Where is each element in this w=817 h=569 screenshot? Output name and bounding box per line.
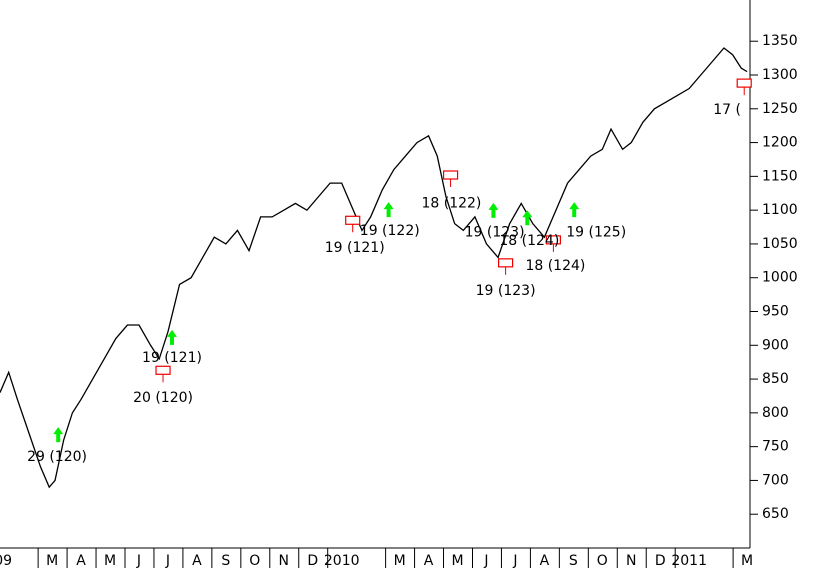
y-tick-label: 950 — [762, 304, 789, 320]
y-tick-label: 1050 — [762, 236, 798, 252]
x-tick-label: D — [307, 553, 318, 569]
y-tick-label: 800 — [762, 405, 789, 421]
x-tick-label: D — [655, 553, 666, 569]
annotation: 19 (123) — [476, 283, 536, 299]
annotation: 17 ( — [713, 102, 741, 118]
sell-signal — [442, 170, 459, 180]
x-tick-label: 2010 — [324, 553, 360, 569]
buy-signal — [167, 329, 178, 345]
annotation: 19 (123) — [465, 224, 525, 240]
x-tick-label: A — [424, 553, 434, 569]
x-tick-label: 2009 — [0, 553, 12, 569]
x-tick-label: N — [279, 553, 289, 569]
sell-signal — [545, 235, 561, 245]
annotation: 19 (122) — [360, 223, 420, 239]
x-tick-label: M — [394, 553, 406, 569]
x-tick-label: S — [569, 553, 578, 569]
x-tick-label: A — [540, 553, 550, 569]
y-tick-label: 700 — [762, 472, 789, 488]
x-tick-label: M — [741, 553, 753, 569]
y-tick-label: 900 — [762, 337, 789, 353]
x-tick-label: O — [249, 553, 260, 569]
y-tick-label: 850 — [762, 371, 789, 387]
x-tick-label: J — [165, 553, 170, 569]
annotation: 19 (121) — [325, 240, 385, 256]
y-tick-label: 1350 — [762, 33, 798, 49]
y-tick-label: 1300 — [762, 67, 798, 83]
price-line — [0, 47, 748, 489]
x-tick-label: J — [483, 553, 488, 569]
buy-signal — [522, 210, 533, 226]
x-tick-label: A — [192, 553, 202, 569]
annotation: 18 (124) — [499, 233, 559, 249]
buy-signal — [53, 427, 64, 443]
x-tick-label: M — [104, 553, 116, 569]
x-tick-label: N — [626, 553, 636, 569]
sell-signal — [736, 78, 752, 88]
buy-signal — [383, 202, 394, 218]
sell-signal — [345, 215, 361, 225]
x-tick-label: M — [46, 553, 58, 569]
annotation: 18 (122) — [421, 195, 481, 211]
y-tick-label: 1200 — [762, 135, 798, 151]
x-tick-label: 2011 — [671, 553, 707, 569]
annotation: 19 (125) — [566, 224, 626, 240]
annotation: 18 (124) — [525, 258, 585, 274]
x-tick-label: J — [136, 553, 141, 569]
x-tick-label: A — [76, 553, 86, 569]
annotation: 19 (121) — [142, 350, 202, 366]
x-tick-label: M — [451, 553, 463, 569]
buy-signal — [569, 202, 580, 218]
sell-signal — [497, 258, 514, 268]
y-tick-label: 1150 — [762, 168, 798, 184]
annotation: 20 (120) — [133, 390, 193, 406]
buy-signal — [488, 202, 499, 218]
x-tick-label: O — [597, 553, 608, 569]
x-tick-label: J — [512, 553, 517, 569]
x-tick-label: S — [221, 553, 230, 569]
annotation: 29 (120) — [27, 449, 87, 465]
y-tick-label: 750 — [762, 439, 789, 455]
y-tick-label: 1250 — [762, 101, 798, 117]
y-tick-label: 1000 — [762, 270, 798, 286]
y-tick-label: 650 — [762, 506, 789, 522]
y-tick-label: 1100 — [762, 202, 798, 218]
sell-signal — [155, 365, 171, 375]
